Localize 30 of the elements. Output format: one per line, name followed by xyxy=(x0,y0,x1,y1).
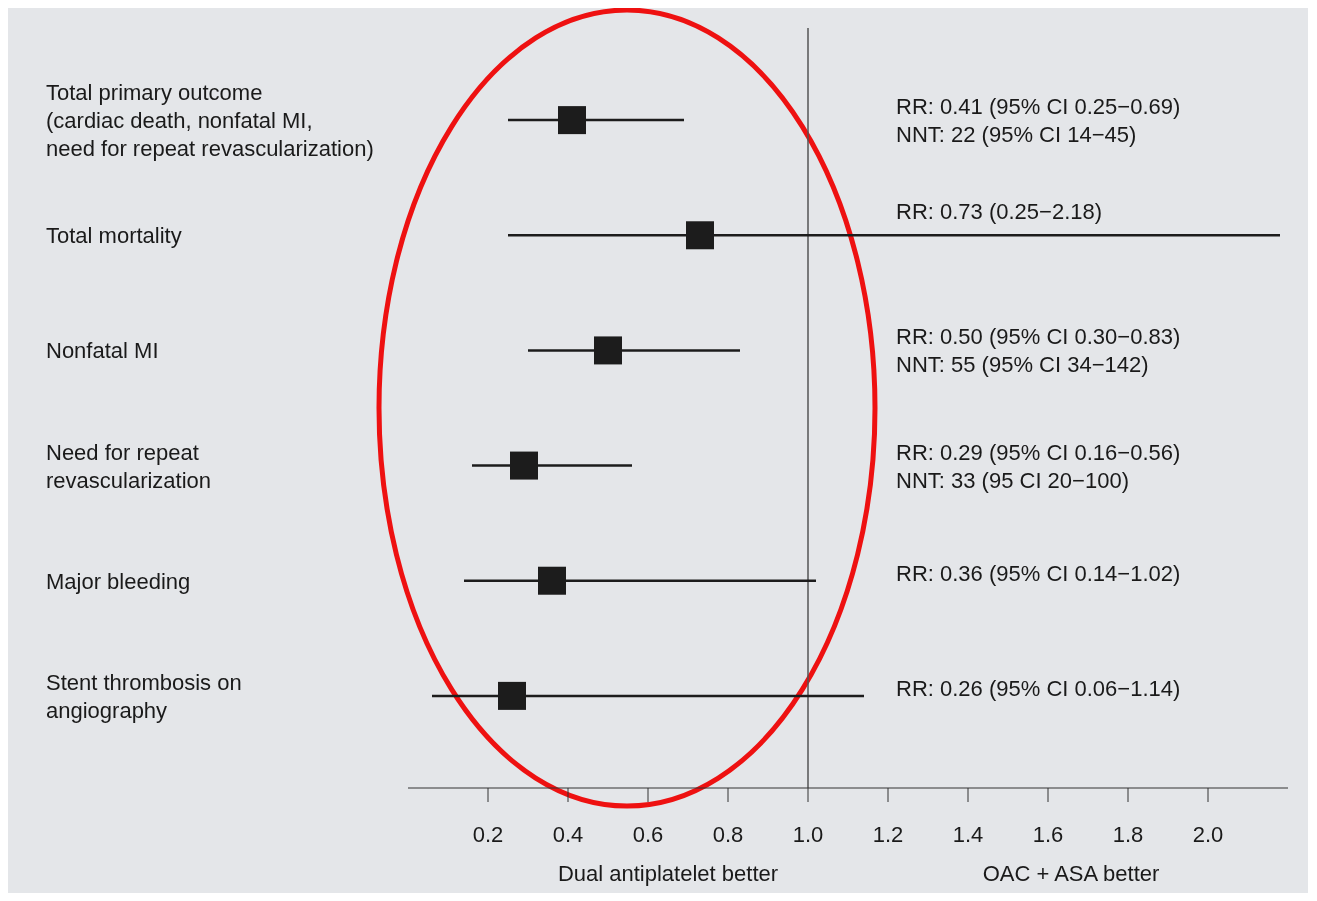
text: Dual antiplatelet better xyxy=(557,861,779,886)
point xyxy=(498,681,526,710)
x-tick-label: 0.2 xyxy=(472,821,504,847)
point xyxy=(594,336,622,365)
annotation: RR: 0.29 (95% CI 0.16−0.56) NNT: 33 (95 CI 20−100) xyxy=(896,439,1181,493)
x-tick-label: 1.0 xyxy=(792,821,824,847)
y-tick-label: Stent thrombosis on angiography xyxy=(46,669,242,723)
y-tick-label: Total mortality xyxy=(46,222,182,248)
y-tick-label: Major bleeding xyxy=(46,568,191,594)
annotation: RR: 0.50 (95% CI 0.30−0.83) NNT: 55 (95% CI 34−142) xyxy=(896,323,1181,377)
point xyxy=(558,106,586,135)
x-tick-label: 0.6 xyxy=(632,821,664,847)
text: OAC + ASA better xyxy=(982,861,1160,886)
annotation: RR: 0.36 (95% CI 0.14−1.02) xyxy=(896,560,1181,586)
y-tick-label: Total primary outcome (cardiac death, nonfatal MI, need for repeat revascularization) xyxy=(46,79,374,161)
x-tick-label: 0.8 xyxy=(712,821,744,847)
x-tick-label: 1.6 xyxy=(1032,821,1064,847)
x-tick-label: 1.8 xyxy=(1112,821,1144,847)
y-tick-label: Nonfatal MI xyxy=(46,337,159,363)
point xyxy=(538,566,566,595)
x-tick-label: 2.0 xyxy=(1192,821,1224,847)
annotation: RR: 0.73 (0.25−2.18) xyxy=(896,198,1103,224)
y-tick-label: Need for repeat revascularization xyxy=(46,439,212,493)
x-tick-label: 1.2 xyxy=(872,821,904,847)
annotation: RR: 0.26 (95% CI 0.06−1.14) xyxy=(896,675,1181,701)
x-tick-label: 0.4 xyxy=(552,821,584,847)
annotation: RR: 0.41 (95% CI 0.25−0.69) NNT: 22 (95% CI 14−45) xyxy=(896,93,1181,147)
x-tick-label: 1.4 xyxy=(952,821,984,847)
point xyxy=(510,451,538,480)
point xyxy=(686,221,714,250)
